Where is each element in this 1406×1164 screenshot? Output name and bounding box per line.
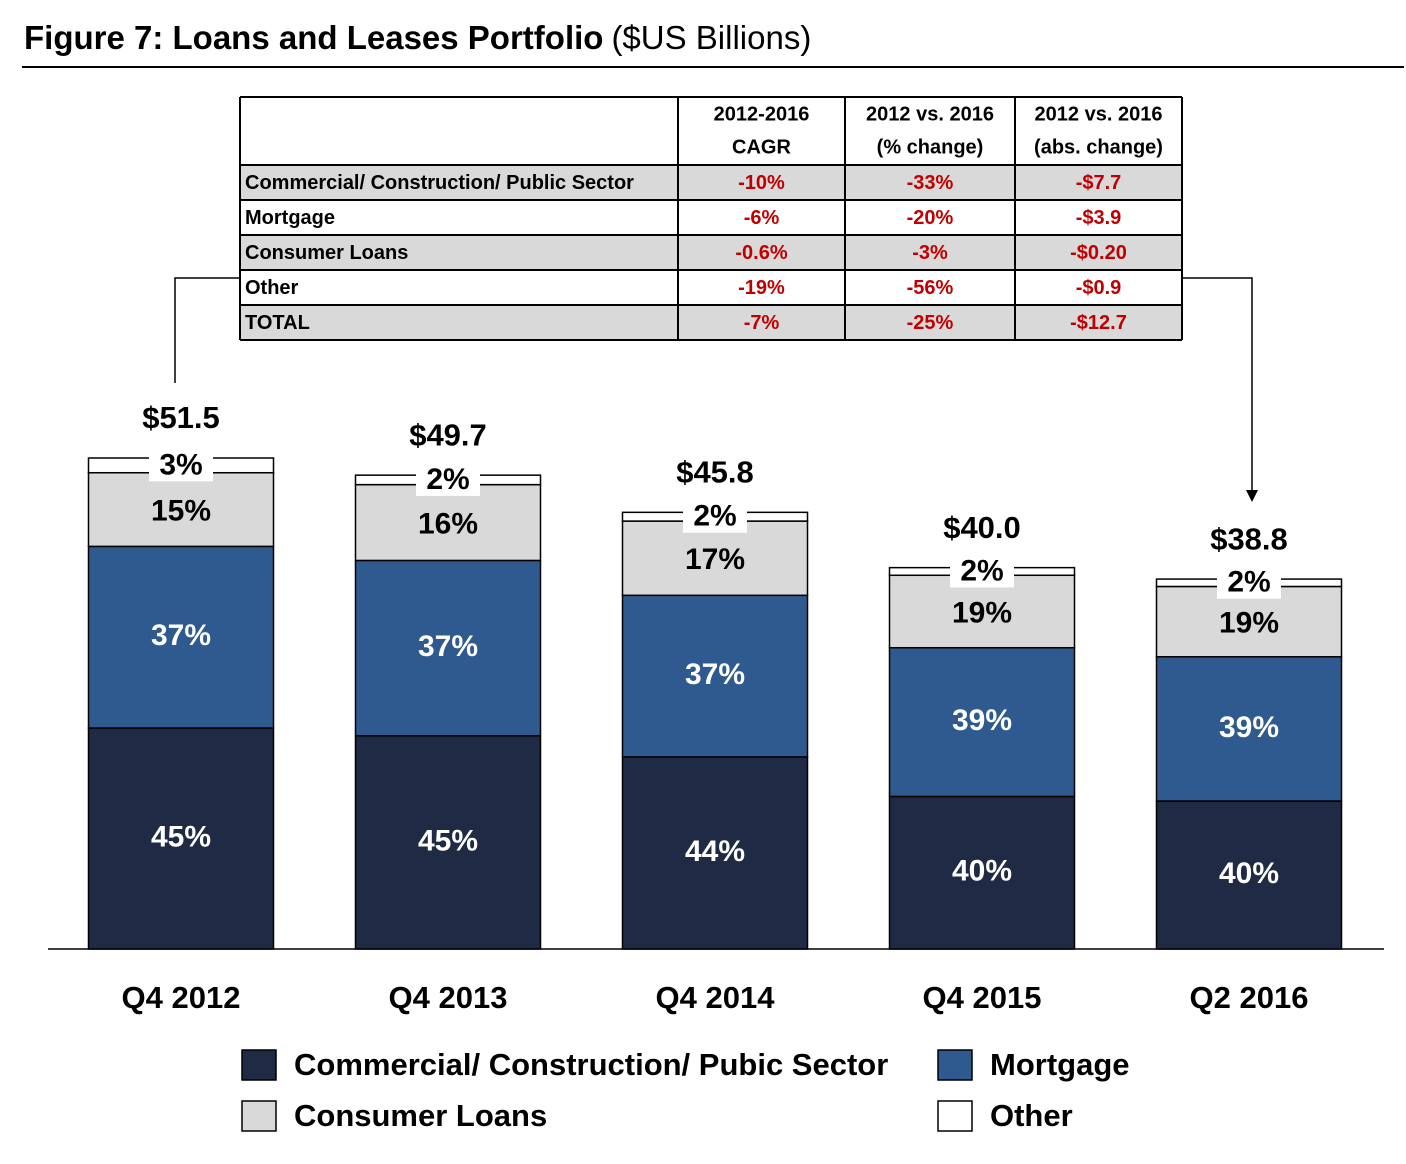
table-row-bg: [240, 270, 1182, 305]
data-label: 2%: [960, 554, 1003, 587]
legend-label: Commercial/ Construction/ Pubic Sector: [294, 1047, 888, 1082]
arrow-head: [1246, 490, 1258, 502]
data-label: 37%: [685, 658, 745, 691]
label-bg: [950, 555, 1014, 588]
legend-label: Consumer Loans: [294, 1098, 547, 1133]
bar-segment: [888, 795, 1076, 950]
row-label: Consumer Loans: [245, 242, 408, 264]
table-row-bg: [240, 200, 1182, 235]
label-bg: [1217, 566, 1281, 599]
bar-segment: [354, 559, 542, 737]
column-header: CAGR: [732, 136, 791, 158]
title-text: Figure 7: Loans and Leases Portfolio: [24, 19, 603, 56]
chart-title: Figure 7: Loans and Leases Portfolio ($US…: [24, 19, 811, 56]
row-label: Other: [245, 277, 299, 299]
total-label: $38.8: [1210, 521, 1288, 556]
bar-segment: [354, 483, 542, 562]
total-label: $51.5: [142, 400, 220, 435]
label-bg: [416, 463, 480, 496]
table-cell: -$0.9: [1076, 277, 1122, 299]
table-cell: -0.6%: [735, 242, 787, 264]
data-label: 45%: [418, 824, 478, 857]
connector: [1182, 277, 1253, 492]
table-cell: -6%: [744, 207, 780, 229]
data-label: 44%: [685, 835, 745, 868]
data-label: 3%: [159, 448, 202, 481]
table-row-bg: [240, 235, 1182, 270]
row-label: Mortgage: [245, 207, 335, 229]
table-cell: -$12.7: [1070, 312, 1127, 334]
table-row-bg: [240, 305, 1182, 340]
total-label: $49.7: [409, 417, 487, 452]
x-tick-label: Q4 2013: [389, 980, 508, 1015]
table-row-bg: [240, 165, 1182, 200]
data-label: 37%: [418, 630, 478, 663]
column-header: (% change): [877, 136, 984, 158]
data-label: 15%: [151, 494, 211, 527]
bar-segment: [87, 471, 275, 548]
legend-swatch: [241, 1049, 277, 1081]
table-cell: -$7.7: [1076, 172, 1122, 194]
bar-segment: [621, 594, 809, 758]
bar-segment: [87, 545, 275, 729]
x-tick-label: Q4 2015: [923, 980, 1042, 1015]
data-label: 37%: [151, 619, 211, 652]
total-label: $45.8: [676, 455, 754, 490]
table-cell: -3%: [912, 242, 948, 264]
label-bg: [683, 500, 747, 533]
x-tick-label: Q2 2016: [1190, 980, 1309, 1015]
subtitle-text: ($US Billions): [611, 19, 811, 56]
bar-segment: [1155, 656, 1343, 802]
data-label: 19%: [952, 596, 1012, 629]
row-label: Commercial/ Construction/ Public Sector: [245, 172, 634, 194]
label-bg: [149, 449, 213, 482]
table-cell: -56%: [907, 277, 954, 299]
table-cell: -7%: [744, 312, 780, 334]
x-tick-label: Q4 2014: [656, 980, 776, 1015]
data-label: 2%: [426, 463, 469, 496]
connector: [174, 277, 240, 383]
table-cell: -19%: [738, 277, 785, 299]
column-header: 2012 vs. 2016: [866, 103, 994, 125]
bar-segment: [87, 727, 275, 950]
column-header: (abs. change): [1034, 136, 1163, 158]
x-tick-label: Q4 2012: [122, 980, 241, 1015]
data-label: 45%: [151, 820, 211, 853]
table-cell: -10%: [738, 172, 785, 194]
legend-label: Mortgage: [990, 1047, 1130, 1082]
data-label: 2%: [1227, 566, 1270, 599]
data-label: 40%: [1219, 857, 1279, 890]
total-label: $40.0: [943, 510, 1021, 545]
table-cell: -33%: [907, 172, 954, 194]
table-cell: -$0.20: [1070, 242, 1127, 264]
bar-segment: [1155, 800, 1343, 950]
data-label: 2%: [693, 500, 736, 533]
data-label: 39%: [952, 704, 1012, 737]
legend-swatch: [937, 1049, 973, 1081]
data-label: 19%: [1219, 607, 1279, 640]
table-cell: -20%: [907, 207, 954, 229]
data-label: 16%: [418, 507, 478, 540]
data-label: 39%: [1219, 711, 1279, 744]
data-label: 17%: [685, 543, 745, 576]
row-label: TOTAL: [245, 312, 310, 334]
bar-segment: [621, 756, 809, 950]
bar-segment: [354, 735, 542, 950]
legend-label: Other: [990, 1098, 1073, 1133]
bar-segment: [621, 520, 809, 597]
legend-swatch: [937, 1100, 973, 1132]
bar-segment: [888, 646, 1076, 798]
column-header: 2012-2016: [714, 103, 810, 125]
legend-swatch: [241, 1100, 277, 1132]
column-header: 2012 vs. 2016: [1035, 103, 1163, 125]
table-cell: -25%: [907, 312, 954, 334]
table-cell: -$3.9: [1076, 207, 1122, 229]
data-label: 40%: [952, 855, 1012, 888]
